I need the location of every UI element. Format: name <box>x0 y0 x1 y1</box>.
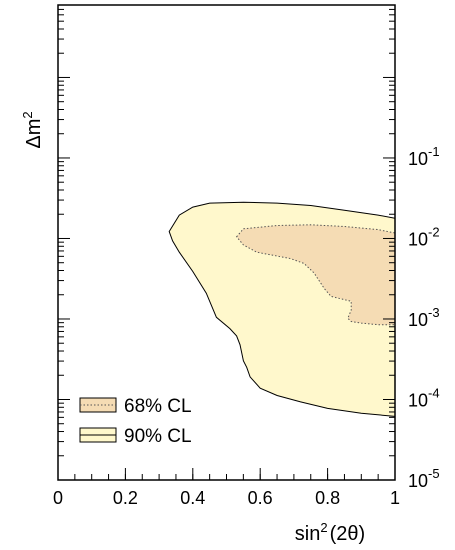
y-tick-label: 10-4 <box>408 385 440 410</box>
region-68-cl <box>235 224 395 326</box>
x-axis-title: sin2 (2θ) <box>295 520 365 545</box>
x-tick-labels: 0 0.2 0.4 0.6 0.8 1 <box>53 488 400 508</box>
x-tick-label: 1 <box>390 488 400 508</box>
x-tick-label: 0 <box>53 488 63 508</box>
x-tick-label: 0.8 <box>315 488 340 508</box>
y-tick-label: 10-3 <box>408 305 440 330</box>
y-tick-labels: 10-1 10-2 10-3 10-4 10-5 <box>408 144 440 491</box>
legend-label-90: 90% CL <box>124 426 192 447</box>
x-tick-label: 0.6 <box>248 488 273 508</box>
x-tick-label: 0.4 <box>180 488 205 508</box>
x-tick-label: 0.2 <box>113 488 138 508</box>
y-tick-label: 10-5 <box>408 466 440 491</box>
confidence-regions <box>168 201 395 417</box>
y-tick-label: 10-2 <box>408 224 440 249</box>
axis-ticks <box>57 8 396 481</box>
y-axis-title: Δm2 <box>20 111 45 148</box>
y-tick-label: 10-1 <box>408 144 440 169</box>
legend: 68% CL 90% CL <box>79 396 192 447</box>
legend-label-68: 68% CL <box>124 396 192 417</box>
